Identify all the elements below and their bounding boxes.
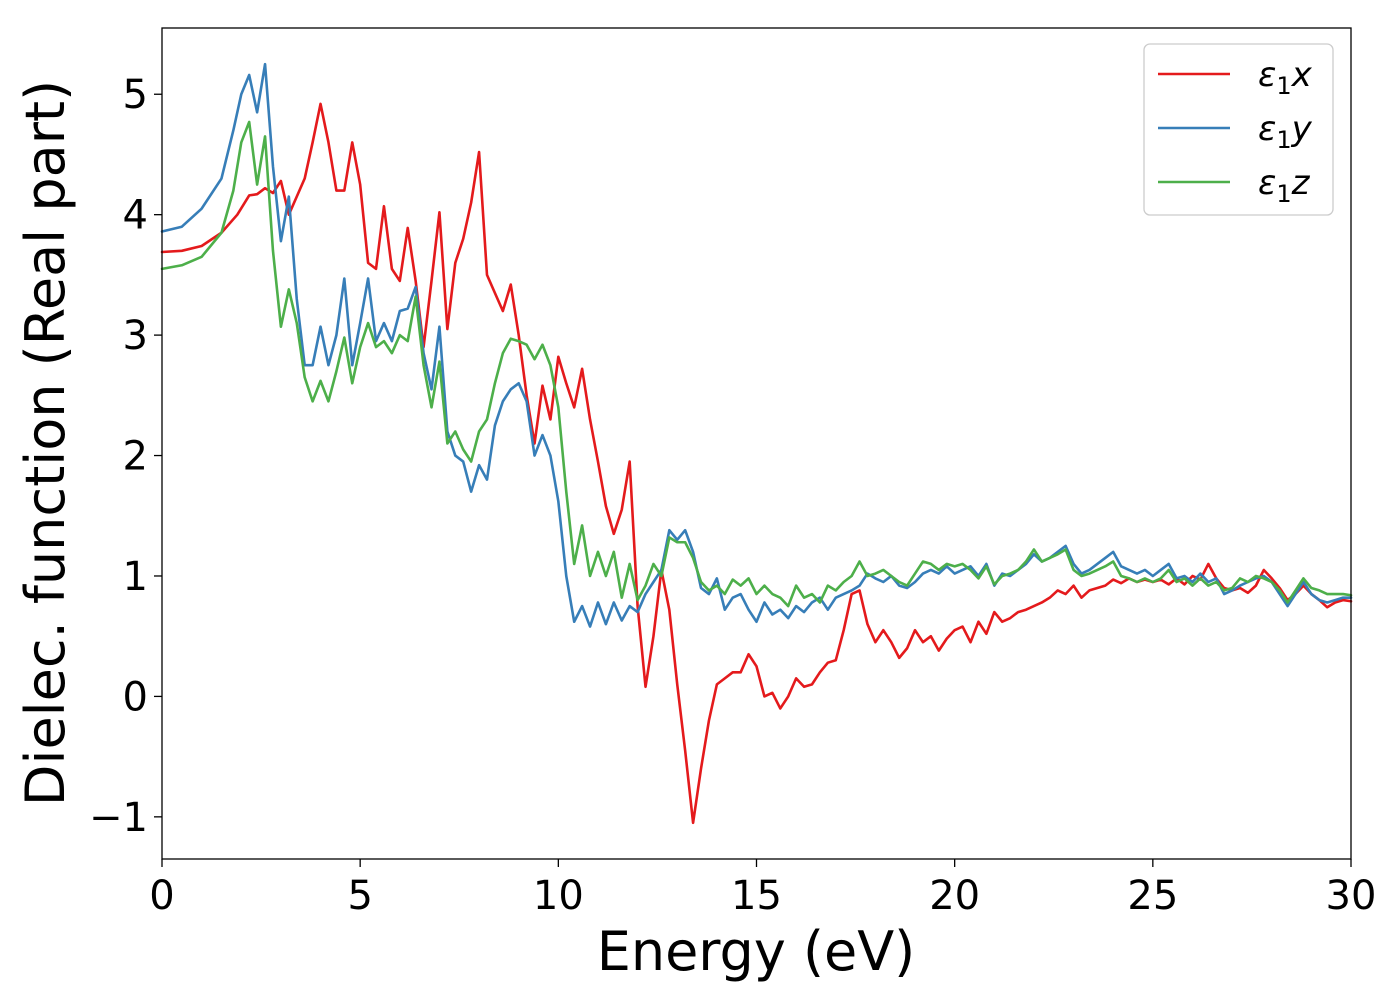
y-axis-label: Dielec. function (Real part) bbox=[14, 80, 77, 806]
x-tick-label: 25 bbox=[1127, 873, 1178, 919]
series-line-y bbox=[160, 62, 1353, 628]
y-tick-label: 3 bbox=[123, 313, 148, 359]
legend-box bbox=[1143, 43, 1334, 216]
legend: ε1x ε1y ε1z bbox=[1143, 43, 1334, 216]
plot-lines bbox=[160, 62, 1353, 825]
x-tick-label: 10 bbox=[533, 873, 584, 919]
series-line-z bbox=[160, 120, 1353, 608]
x-tick-label: 15 bbox=[731, 873, 782, 919]
y-tick-label: 1 bbox=[123, 554, 148, 600]
x-tick-label: 5 bbox=[347, 873, 372, 919]
y-tick-label: 0 bbox=[123, 674, 148, 720]
y-axis-ticks: −1 0 1 2 3 4 5 bbox=[89, 72, 162, 841]
legend-label-z: ε1z bbox=[1258, 163, 1311, 208]
y-tick-label: −1 bbox=[89, 795, 148, 841]
y-tick-label: 5 bbox=[123, 72, 148, 118]
x-tick-label: 20 bbox=[929, 873, 980, 919]
x-tick-label: 0 bbox=[149, 873, 174, 919]
legend-label-x: ε1x bbox=[1258, 55, 1313, 100]
x-tick-label: 30 bbox=[1326, 873, 1377, 919]
x-axis-label: Energy (eV) bbox=[597, 920, 916, 983]
legend-label-y: ε1y bbox=[1258, 109, 1313, 154]
y-tick-label: 4 bbox=[123, 193, 148, 239]
y-tick-label: 2 bbox=[123, 434, 148, 480]
x-axis-ticks: 0 5 10 15 20 25 30 bbox=[149, 859, 1376, 919]
